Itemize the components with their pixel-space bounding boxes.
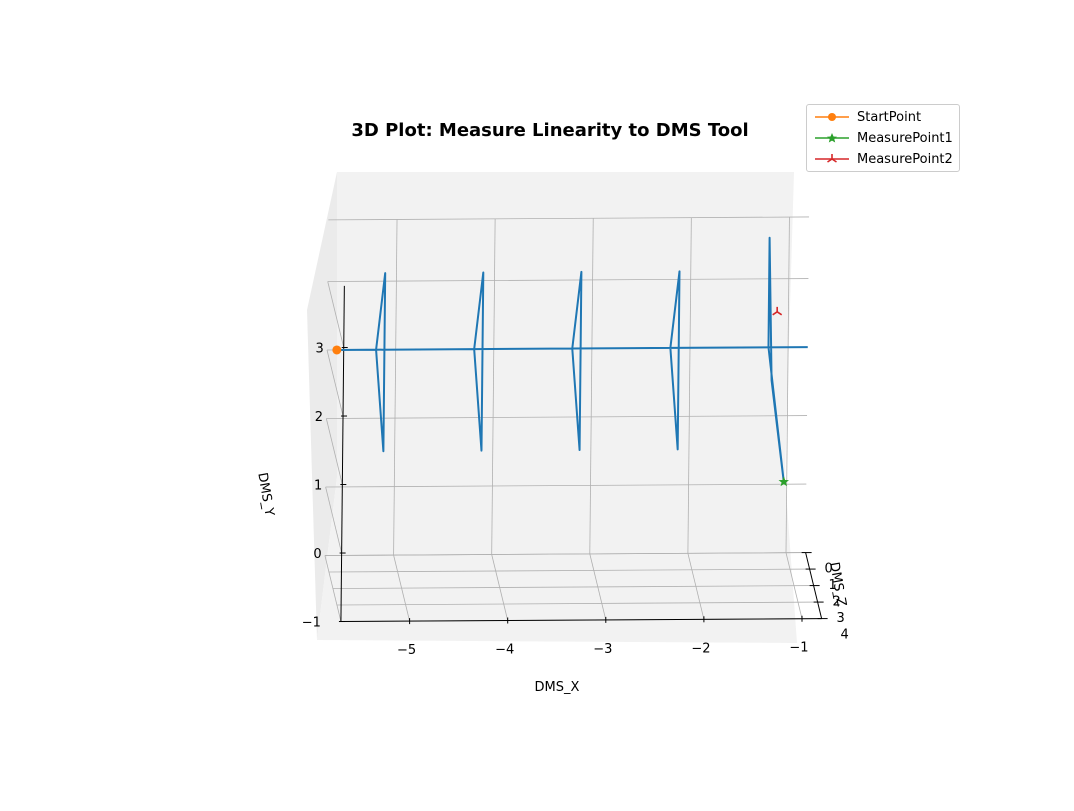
x-tick-label: −1 bbox=[789, 641, 808, 656]
y-tick-label: 2 bbox=[315, 410, 323, 425]
floor-pane bbox=[317, 477, 797, 643]
grid-line bbox=[393, 219, 398, 556]
legend-item-measurepoint2: MeasurePoint2 bbox=[815, 149, 953, 169]
legend-label-measurepoint2: MeasurePoint2 bbox=[857, 151, 953, 167]
grid-line bbox=[328, 568, 810, 573]
grid-line bbox=[325, 486, 343, 554]
x-tick-label: −4 bbox=[495, 643, 514, 658]
grid-line bbox=[491, 218, 496, 555]
legend-swatch-startpoint bbox=[815, 113, 849, 121]
legend-item-measurepoint1: MeasurePoint1 bbox=[815, 128, 953, 148]
back-pane bbox=[337, 172, 794, 477]
y-tick-label: 1 bbox=[314, 479, 322, 494]
path-line bbox=[335, 236, 808, 483]
z-tick-label: 0 bbox=[824, 562, 832, 577]
grid-line bbox=[327, 278, 809, 282]
x-axis-line bbox=[340, 618, 822, 623]
tick-marks bbox=[338, 347, 828, 625]
x-axis-label: DMS_X bbox=[535, 680, 580, 695]
x-tick-label: −3 bbox=[593, 642, 612, 657]
grid-line bbox=[326, 415, 808, 419]
grid-line bbox=[687, 217, 692, 554]
grid-line bbox=[325, 418, 343, 485]
grid-line bbox=[589, 218, 594, 554]
z-tick-label: 2 bbox=[832, 595, 840, 610]
legend-item-startpoint: StartPoint bbox=[815, 107, 921, 127]
data-lines bbox=[335, 236, 808, 483]
grid-line bbox=[324, 555, 342, 622]
y-axis-line bbox=[340, 285, 345, 622]
grid-line bbox=[332, 585, 814, 589]
y-axis-label: DMS_Y bbox=[254, 471, 276, 517]
grid-line bbox=[326, 349, 344, 417]
legend-label-startpoint: StartPoint bbox=[857, 109, 922, 125]
measurepoint2-marker bbox=[772, 306, 783, 316]
legend-swatch-measurepoint1 bbox=[815, 133, 849, 143]
startpoint-marker bbox=[332, 345, 342, 355]
z-tick-label: 3 bbox=[836, 611, 844, 626]
y-tick-label: 3 bbox=[315, 342, 323, 357]
legend: StartPoint MeasurePoint1 MeasurePoint2 bbox=[806, 104, 960, 172]
grid-line bbox=[328, 216, 810, 221]
grid-line bbox=[785, 217, 790, 553]
z-tick-label: 4 bbox=[840, 628, 848, 643]
z-tick-label: 1 bbox=[828, 578, 836, 593]
data-markers bbox=[332, 306, 789, 487]
legend-swatch-measurepoint2 bbox=[815, 154, 849, 163]
grid-line bbox=[327, 281, 345, 348]
y-tick-label: −1 bbox=[302, 616, 321, 631]
y-tick-label: 0 bbox=[313, 547, 321, 562]
legend-label-measurepoint1: MeasurePoint1 bbox=[857, 130, 953, 146]
grid-line bbox=[325, 483, 807, 488]
grid-line bbox=[336, 601, 818, 606]
grid-lines bbox=[324, 216, 822, 622]
measurepoint1-marker bbox=[778, 476, 789, 487]
x-tick-label: −2 bbox=[691, 641, 710, 656]
grid-line bbox=[324, 552, 806, 556]
chart-title: 3D Plot: Measure Linearity to DMS Tool bbox=[351, 120, 749, 141]
x-tick-label: −5 bbox=[397, 643, 416, 658]
